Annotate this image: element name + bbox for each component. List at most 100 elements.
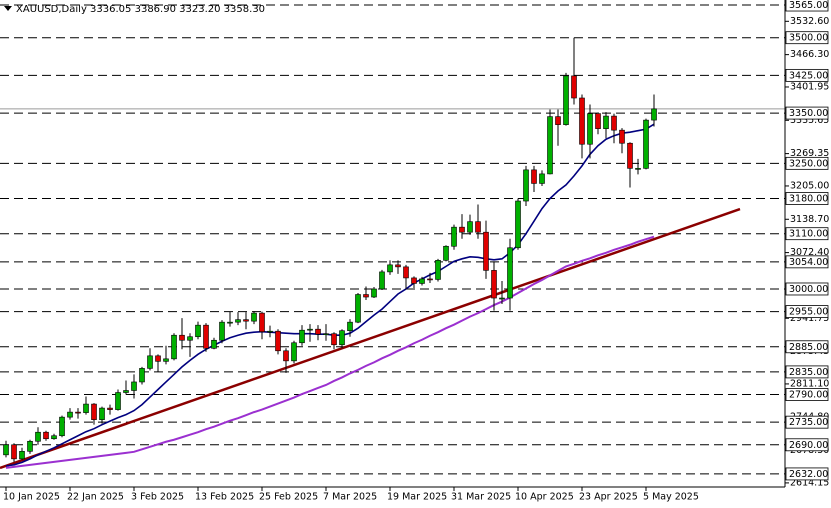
header: XAUUSD,Daily 3336.05 3386.90 3323.20 335… [16,4,265,15]
level-label: 2790.00 [789,390,828,401]
candle-body [355,294,361,323]
level-label: 2835.00 [789,367,828,378]
moving-average [5,123,655,467]
x-tick-label: 13 Feb 2025 [195,492,254,503]
x-tick-label: 7 Mar 2025 [323,492,377,503]
level-box [785,388,829,401]
candle-body [547,116,553,175]
level-box [785,305,829,318]
candle-body [563,75,569,125]
candle-body [323,333,329,336]
x-tick-label: 22 Jan 2025 [67,492,124,503]
level-box [785,282,829,296]
candle-body [507,247,513,299]
candle-body [347,321,353,331]
header-icon [4,6,12,11]
level-label: 3565.00 [789,0,828,11]
x-tick-label: 31 Mar 2025 [451,492,511,503]
level-label: 2690.00 [789,440,828,451]
level-label: 3350.00 [789,108,828,119]
y-tick-label: 2614.15 [790,477,829,488]
candle-body [243,319,249,322]
level-box [785,438,829,452]
candle-body [523,169,529,202]
candle-body [275,330,281,352]
level-box [785,365,829,379]
candle-body [419,278,425,284]
candle-body [203,324,209,349]
candle-body [483,231,489,271]
y-tick-label: 3335.65 [790,115,829,126]
candle-body [19,451,25,460]
candle-body [123,390,129,393]
level-label: 2735.00 [789,417,828,428]
level-label: 3054.00 [789,257,828,268]
level-label: 2885.00 [789,342,828,353]
candle-body [75,411,81,414]
level-label: 2632.00 [789,469,828,480]
candle-body [35,431,41,442]
candle-body [579,97,585,145]
level-box [785,255,829,269]
candle-body [643,119,649,169]
candle-body [187,336,193,341]
candle-body [651,108,657,121]
x-tick-label: 10 Jan 2025 [3,492,60,503]
candle-body [155,355,161,362]
x-tick-label: 25 Feb 2025 [259,492,318,503]
y-tick-label: 3138.70 [790,214,829,225]
candle-body [259,312,265,333]
candle-body [443,245,449,261]
candle-body [227,321,233,324]
candle-body [299,329,305,344]
level-box [785,467,829,481]
candle-body [43,431,49,440]
level-box [785,31,829,45]
candle-body [587,113,593,145]
candle-body [395,264,401,268]
candle-body [315,328,321,335]
candle-body [467,221,473,233]
candle-body [619,129,625,144]
y-tick-label: 3401.95 [790,81,829,92]
candle-body [139,368,145,383]
trend-line [0,207,741,470]
candle-body [267,330,273,333]
candle-body [219,321,225,341]
candle-body [27,440,33,452]
x-tick-label: 5 May 2025 [643,492,699,503]
candle-body [115,392,121,410]
candle-body [603,115,609,129]
x-tick-label: 19 Mar 2025 [387,492,447,503]
level-label: 3250.00 [789,158,828,169]
candle-body [435,260,441,280]
symbol: XAUUSD,Daily [16,4,87,15]
candle-body [427,278,433,281]
level-label: 3110.00 [789,229,828,240]
candle-body [379,271,385,290]
candle-body [475,221,481,233]
open: 3336.05 [90,4,131,15]
candle-body [59,416,65,437]
candle-body [307,328,313,331]
level-box [785,0,829,12]
y-tick-label: 3269.35 [790,148,829,159]
x-tick-label: 10 Apr 2025 [515,492,574,503]
candle-body [363,294,369,298]
candle-body [147,355,153,369]
low: 3323.20 [179,4,220,15]
candle-body [451,226,457,247]
candle-body [283,350,289,362]
candle-body [195,324,201,338]
y-tick-label: 3466.30 [790,49,829,60]
level-label: 2955.00 [789,307,828,318]
candle-body [99,407,105,420]
candle-body [411,277,417,284]
y-tick-label: 3072.40 [790,247,829,258]
candle-body [251,312,257,322]
x-tick-label: 3 Feb 2025 [131,492,184,503]
candle-body [403,266,409,279]
level-label: 3000.00 [789,284,828,295]
